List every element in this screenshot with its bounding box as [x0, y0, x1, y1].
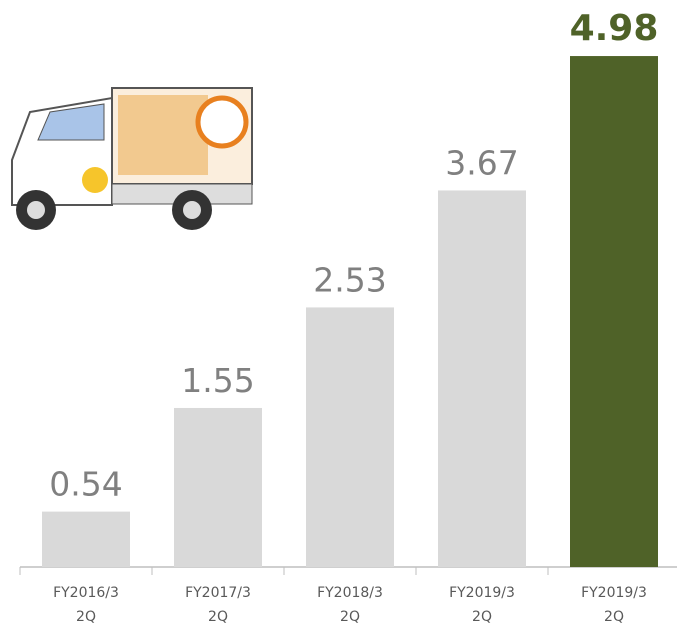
x-tick-label: FY2018/3: [317, 585, 383, 601]
bar: [438, 190, 526, 567]
value-label: 3.67: [445, 143, 518, 182]
page: {"chart_data": {"type": "bar", "categori…: [0, 0, 677, 625]
truck-illustration: [12, 88, 252, 230]
x-tick-label: 2Q: [340, 609, 360, 625]
x-tick-label: 2Q: [604, 609, 624, 625]
bar: [42, 512, 130, 567]
value-label: 2.53: [313, 260, 386, 299]
x-tick-label: FY2019/3: [581, 585, 647, 601]
x-tick-label: FY2017/3: [185, 585, 251, 601]
x-tick-label: 2Q: [208, 609, 228, 625]
x-tick-label: FY2019/3: [449, 585, 515, 601]
chart: FY2016/3 2Q 0.54 FY2017/3 2Q 1.55 FY2018/3 2Q 2.…: [0, 0, 677, 625]
value-label: 0.54: [49, 465, 122, 504]
bar: [174, 408, 262, 567]
value-label: 4.98: [570, 8, 659, 49]
value-label: 1.55: [181, 361, 254, 400]
bar: [570, 56, 658, 567]
bar: [306, 307, 394, 567]
x-tick-label: 2Q: [76, 609, 96, 625]
x-tick-label: 2Q: [472, 609, 492, 625]
x-tick-label: FY2016/3: [53, 585, 119, 601]
